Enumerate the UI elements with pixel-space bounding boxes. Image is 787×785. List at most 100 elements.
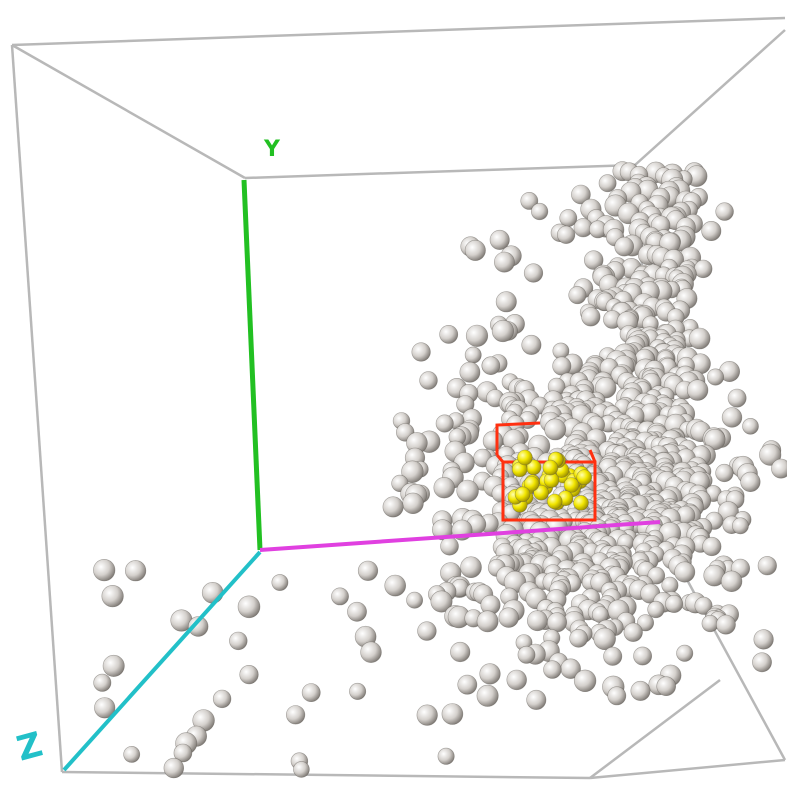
point	[272, 574, 288, 590]
point	[689, 328, 710, 349]
point	[518, 646, 535, 663]
point	[465, 347, 481, 363]
point	[758, 556, 777, 575]
point	[752, 653, 771, 672]
point	[531, 203, 548, 220]
selected-point	[543, 460, 558, 475]
point	[240, 665, 259, 684]
point	[547, 613, 566, 632]
selected-point	[515, 487, 530, 502]
point	[293, 761, 309, 777]
box-edge	[590, 760, 785, 778]
point	[417, 705, 438, 726]
point	[677, 645, 693, 661]
point	[694, 260, 712, 278]
point	[499, 608, 519, 628]
point	[570, 629, 588, 647]
point	[657, 677, 676, 696]
selected-point	[547, 494, 562, 509]
point	[103, 655, 124, 676]
box-edge	[62, 772, 590, 778]
point	[229, 632, 247, 650]
point	[238, 596, 260, 618]
point	[418, 622, 437, 641]
point	[438, 748, 454, 764]
point	[557, 226, 575, 244]
point	[385, 575, 406, 596]
point	[707, 369, 723, 385]
point	[412, 343, 431, 362]
point	[716, 203, 734, 221]
point	[124, 746, 140, 762]
point	[361, 642, 382, 663]
point	[582, 308, 601, 327]
point	[480, 664, 501, 685]
point	[403, 493, 424, 514]
z-axis	[64, 552, 260, 770]
point	[466, 325, 488, 347]
point	[434, 477, 455, 498]
box-edge	[12, 45, 62, 772]
point	[458, 675, 477, 694]
point	[461, 557, 482, 578]
point	[728, 389, 746, 407]
point	[441, 537, 459, 555]
point	[457, 480, 479, 502]
point	[743, 418, 759, 434]
point	[286, 706, 305, 725]
point	[383, 497, 403, 517]
point	[358, 561, 378, 581]
point	[420, 372, 438, 390]
point	[93, 559, 115, 581]
point	[483, 431, 503, 451]
point	[771, 459, 787, 478]
point	[477, 611, 498, 632]
point	[347, 602, 366, 621]
point	[125, 560, 146, 581]
point	[741, 472, 761, 492]
point	[492, 320, 514, 342]
point	[442, 704, 463, 725]
point	[608, 687, 626, 705]
point	[631, 681, 650, 700]
point	[496, 292, 516, 312]
point	[349, 683, 365, 699]
point	[436, 415, 453, 432]
point	[675, 562, 695, 582]
selected-point	[517, 450, 532, 465]
box-edge	[635, 30, 785, 165]
point	[599, 175, 616, 192]
point-cloud	[93, 162, 787, 778]
y-axis-label: Y	[263, 137, 281, 162]
point	[716, 615, 735, 634]
point	[624, 623, 643, 642]
point	[164, 758, 184, 778]
point	[524, 264, 543, 283]
z-axis-label: Z	[13, 725, 47, 770]
point	[732, 518, 748, 534]
point	[615, 237, 634, 256]
point	[527, 611, 547, 631]
point	[754, 630, 774, 650]
point	[331, 588, 348, 605]
point	[482, 357, 500, 375]
point	[460, 362, 480, 382]
point	[569, 286, 586, 303]
point	[716, 464, 734, 482]
point	[507, 670, 527, 690]
y-axis	[244, 180, 260, 550]
point	[665, 595, 682, 612]
point	[522, 335, 541, 354]
point	[407, 592, 423, 608]
point	[702, 615, 719, 632]
point	[553, 357, 571, 375]
point	[527, 690, 546, 709]
scene: Y Z	[0, 0, 787, 785]
point	[440, 325, 458, 343]
point	[703, 537, 722, 556]
point	[545, 419, 566, 440]
box-edge	[245, 165, 635, 178]
point	[574, 670, 596, 692]
point	[722, 408, 742, 428]
point	[687, 380, 708, 401]
